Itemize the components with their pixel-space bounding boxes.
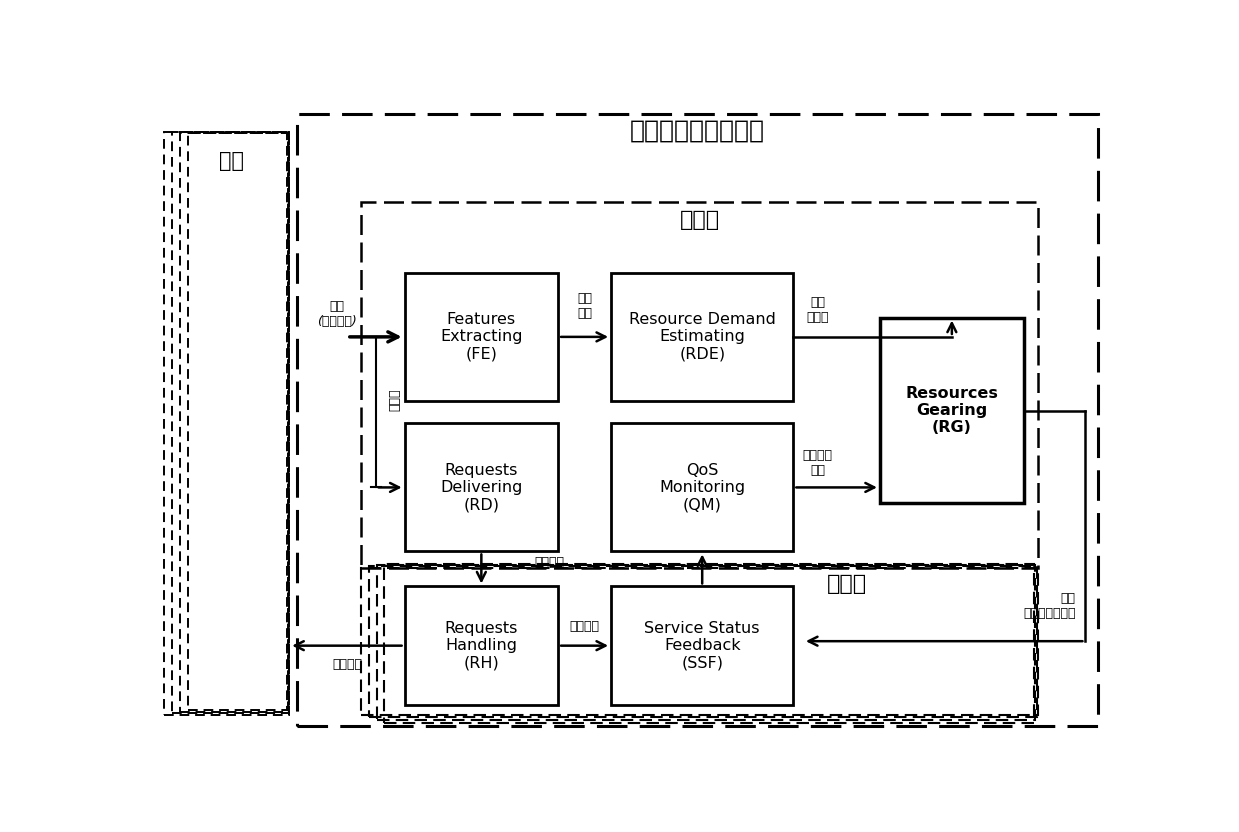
Text: 客户: 客户 <box>219 151 244 171</box>
Bar <box>362 202 1038 567</box>
Bar <box>180 133 287 712</box>
Bar <box>172 132 289 713</box>
Bar <box>377 566 1036 720</box>
Text: 负载
(用户请求): 负载 (用户请求) <box>317 300 357 329</box>
Bar <box>187 133 287 711</box>
Text: 服务质量
信息: 服务质量 信息 <box>803 449 833 477</box>
Bar <box>611 273 793 401</box>
Bar <box>880 318 1023 503</box>
Bar <box>165 132 290 715</box>
Text: Requests
Delivering
(RD): Requests Delivering (RD) <box>440 463 523 513</box>
Text: 请求响应: 请求响应 <box>332 658 362 671</box>
Bar <box>384 564 1033 722</box>
Bar <box>404 423 559 552</box>
Text: 服务器: 服务器 <box>828 573 867 593</box>
Text: 管理器: 管理器 <box>680 210 720 230</box>
Text: Resource Demand
Estimating
(RDE): Resource Demand Estimating (RDE) <box>628 312 776 362</box>
Text: 能量感知型集群系统: 能量感知型集群系统 <box>629 119 764 142</box>
Bar <box>362 567 1038 715</box>
Bar <box>404 587 559 705</box>
Text: 资源
需求量: 资源 需求量 <box>807 296 829 324</box>
Bar <box>611 587 793 705</box>
Bar <box>369 567 1037 717</box>
Bar <box>297 114 1098 726</box>
Text: 边界线: 边界线 <box>389 388 401 410</box>
Text: 负载
特征: 负载 特征 <box>577 292 592 320</box>
Text: Service Status
Feedback
(SSF): Service Status Feedback (SSF) <box>644 621 760 671</box>
Bar <box>404 273 559 401</box>
Text: Requests
Handling
(RH): Requests Handling (RH) <box>445 621 518 671</box>
Text: Features
Extracting
(FE): Features Extracting (FE) <box>440 312 523 362</box>
Text: 调整
工作服务器数量: 调整 工作服务器数量 <box>1023 592 1075 620</box>
Text: QoS
Monitoring
(QM): QoS Monitoring (QM) <box>659 463 746 513</box>
Bar <box>611 423 793 552</box>
Text: 分发请求: 分发请求 <box>534 556 564 569</box>
Text: Resources
Gearing
(RG): Resources Gearing (RG) <box>906 386 999 435</box>
Text: 服务状态: 服务状态 <box>570 620 600 633</box>
